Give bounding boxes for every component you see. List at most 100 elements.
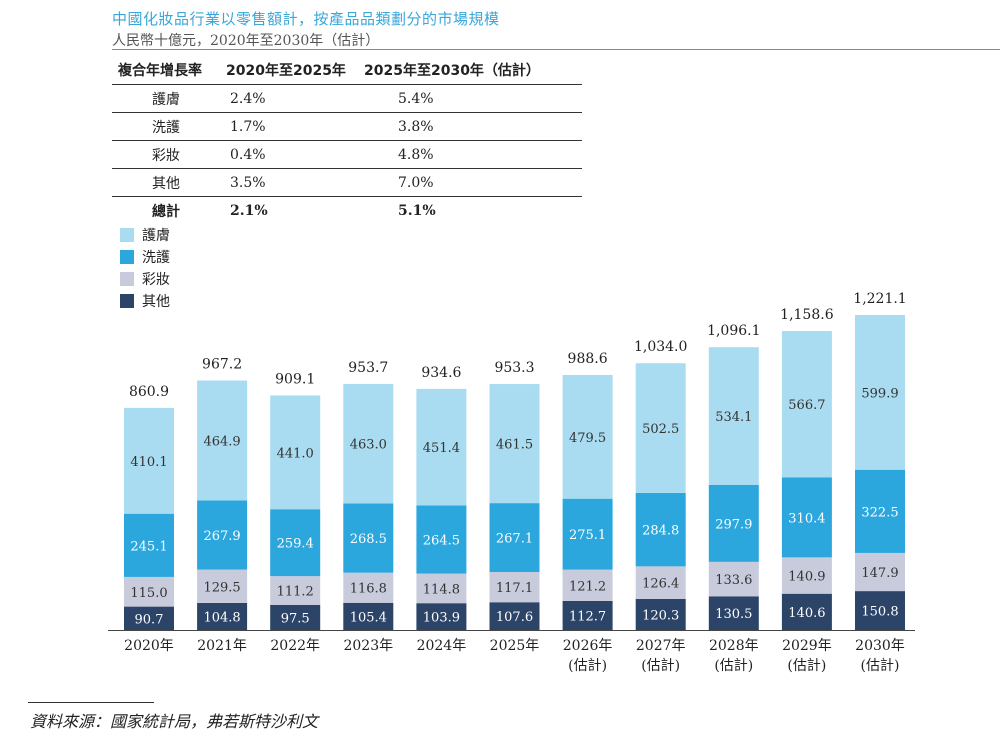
legend-swatch-skincare (120, 228, 134, 242)
cagr-value-period1: 1.7% (220, 112, 358, 141)
legend-label-skincare: 護膚 (142, 228, 170, 244)
cagr-value-period2: 4.8% (358, 140, 582, 169)
bar-value-label-makeup: 140.9 (788, 570, 825, 585)
chart-title: 中國化妝品行業以零售額計，按產品品類劃分的市場規模 (112, 10, 500, 28)
bar-segment-makeup (416, 573, 467, 604)
x-tick-label: 2029年 (782, 638, 832, 654)
cagr-row: 洗護 1.7% 3.8% (112, 112, 582, 141)
bar-value-label-haircare: 284.8 (642, 524, 679, 539)
bar-segment-others (124, 606, 174, 630)
bar-segment-makeup (124, 576, 174, 607)
x-tick-label: 2028年 (709, 638, 759, 654)
bar-total-label: 860.9 (129, 384, 169, 400)
bar-segment-haircare (197, 500, 248, 570)
bar-total-label: 1,034.0 (634, 339, 687, 355)
legend-swatch-makeup (120, 272, 134, 286)
bar-segment-haircare (855, 469, 905, 553)
bar-segment-makeup (781, 557, 832, 594)
bar-value-label-haircare: 297.9 (715, 517, 752, 532)
bar-value-label-skincare: 451.4 (423, 441, 460, 456)
bar-segment-makeup (562, 569, 613, 601)
bar-value-label-makeup: 115.0 (130, 586, 167, 601)
bar-segment-others (708, 596, 759, 630)
bar-segment-skincare (124, 407, 174, 514)
x-tick-label: 2025年 (490, 638, 540, 654)
bar-total-label: 1,096.1 (707, 323, 760, 339)
bar-segment-skincare (270, 395, 321, 510)
bar-value-label-skincare: 464.9 (203, 434, 240, 449)
bar-segment-others (855, 591, 905, 630)
bar-value-label-others: 140.6 (788, 606, 825, 621)
bar-segment-makeup (343, 572, 394, 603)
bar-value-label-others: 130.5 (715, 607, 752, 622)
bar-segment-others (416, 603, 467, 630)
bar-segment-skincare (416, 388, 467, 506)
bar-segment-makeup (197, 569, 248, 603)
bar-value-label-skincare: 461.5 (496, 438, 533, 453)
bar-value-label-makeup: 133.6 (715, 573, 752, 588)
bar-value-label-makeup: 121.2 (569, 579, 606, 594)
bar-segment-others (197, 602, 248, 630)
cagr-value-period1: 3.5% (220, 168, 358, 197)
bar-segment-haircare (489, 503, 540, 573)
bar-total-label: 1,221.1 (853, 291, 906, 307)
x-tick-label: (估計) (568, 658, 607, 674)
bar-segment-makeup (270, 576, 321, 605)
cagr-row: 彩妝 0.4% 4.8% (112, 140, 582, 169)
bar-value-label-haircare: 267.1 (496, 532, 533, 547)
bar-segment-others (270, 604, 321, 630)
bar-value-label-others: 107.6 (496, 610, 533, 625)
bar-segment-skincare (855, 314, 905, 470)
bar-value-label-skincare: 463.0 (350, 438, 387, 453)
bar-value-label-makeup: 147.9 (861, 566, 898, 581)
cagr-total-period1: 2.1% (230, 202, 268, 219)
bar-total-label: 1,158.6 (780, 307, 834, 323)
bar-total-label: 967.2 (202, 356, 242, 372)
bar-segment-skincare (635, 363, 686, 493)
bar-total-label: 909.1 (275, 371, 315, 387)
legend-item-haircare: 洗護 (120, 246, 170, 268)
bar-value-label-others: 150.8 (861, 605, 898, 620)
cagr-category: 洗護 (112, 112, 220, 141)
legend-item-others: 其他 (120, 290, 170, 312)
bar-segment-others (343, 602, 394, 630)
bar-value-label-others: 97.5 (281, 611, 310, 626)
cagr-category: 護膚 (112, 84, 220, 113)
bar-value-label-skincare: 566.7 (788, 398, 825, 413)
bar-segment-haircare (416, 505, 467, 574)
bar-value-label-makeup: 129.5 (203, 580, 240, 595)
bar-value-label-haircare: 245.1 (130, 539, 167, 554)
bar-segment-skincare (781, 331, 832, 478)
bar-value-label-others: 105.4 (350, 610, 387, 625)
bar-segment-haircare (562, 498, 613, 570)
cagr-value-period2: 5.4% (358, 84, 582, 113)
bar-value-label-haircare: 310.4 (788, 511, 825, 526)
bar-segment-haircare (708, 485, 759, 562)
bar-segment-skincare (489, 384, 540, 504)
x-tick-label: 2023年 (343, 638, 393, 654)
x-tick-label: 2020年 (124, 638, 174, 654)
cagr-header-label: 複合年增長率 (112, 56, 220, 85)
bar-value-label-makeup: 116.8 (350, 582, 387, 597)
cagr-total-row: 總計 2.1% 5.1% (112, 197, 582, 225)
bar-value-label-haircare: 264.5 (423, 533, 460, 548)
bar-segment-skincare (197, 380, 248, 501)
legend-item-makeup: 彩妝 (120, 268, 170, 290)
chart-legend: 護膚 洗護 彩妝 其他 (120, 224, 170, 312)
x-tick-label: 2030年 (855, 638, 905, 654)
bar-value-label-makeup: 114.8 (423, 582, 460, 597)
bar-segment-skincare (343, 383, 394, 504)
legend-item-skincare: 護膚 (120, 224, 170, 246)
cagr-total-label: 總計 (152, 203, 180, 220)
cagr-row: 其他 3.5% 7.0% (112, 168, 582, 197)
bar-segment-skincare (708, 347, 759, 486)
bar-segment-haircare (343, 503, 394, 573)
bar-segment-haircare (781, 477, 832, 558)
bar-segment-others (635, 598, 686, 630)
legend-label-makeup: 彩妝 (142, 272, 170, 288)
x-tick-label: 2026年 (563, 638, 613, 654)
cagr-category: 其他 (112, 168, 220, 197)
bar-total-label: 953.3 (494, 360, 534, 376)
x-tick-label: (估計) (861, 658, 900, 674)
